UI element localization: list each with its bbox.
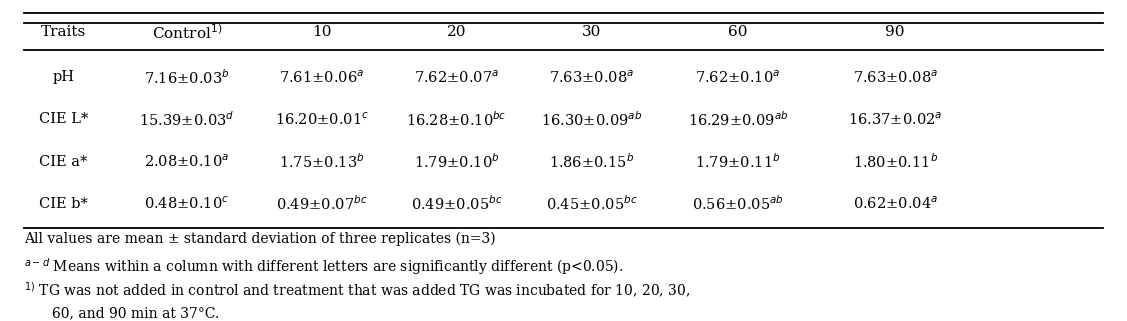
Text: 7.62±0.07$^{a}$: 7.62±0.07$^{a}$ [414,69,499,85]
Text: 16.28±0.10$^{bc}$: 16.28±0.10$^{bc}$ [407,110,507,129]
Text: 0.48±0.10$^{c}$: 0.48±0.10$^{c}$ [144,196,230,212]
Text: Control$^{1)}$: Control$^{1)}$ [152,23,222,42]
Text: 1.86±0.15$^{b}$: 1.86±0.15$^{b}$ [549,152,635,171]
Text: 1.80±0.11$^{b}$: 1.80±0.11$^{b}$ [853,152,938,171]
Text: All values are mean ± standard deviation of three replicates (n=3): All values are mean ± standard deviation… [24,231,496,246]
Text: 7.61±0.06$^{a}$: 7.61±0.06$^{a}$ [279,69,364,85]
Text: 60: 60 [728,25,747,39]
Text: 60, and 90 min at 37°C.: 60, and 90 min at 37°C. [52,306,220,320]
Text: CIE b*: CIE b* [38,197,88,211]
Text: 15.39±0.03$^{d}$: 15.39±0.03$^{d}$ [140,110,234,129]
Text: 1.75±0.13$^{b}$: 1.75±0.13$^{b}$ [279,152,364,171]
Text: 16.29±0.09$^{ab}$: 16.29±0.09$^{ab}$ [687,110,788,129]
Text: 0.62±0.04$^{a}$: 0.62±0.04$^{a}$ [852,196,938,212]
Text: 1.79±0.11$^{b}$: 1.79±0.11$^{b}$ [695,152,781,171]
Text: 7.63±0.08$^{a}$: 7.63±0.08$^{a}$ [549,69,635,85]
Text: 0.45±0.05$^{bc}$: 0.45±0.05$^{bc}$ [545,195,638,213]
Text: 10: 10 [312,25,331,39]
Text: Traits: Traits [41,25,86,39]
Text: 0.49±0.05$^{bc}$: 0.49±0.05$^{bc}$ [411,195,503,213]
Text: 0.49±0.07$^{bc}$: 0.49±0.07$^{bc}$ [276,195,367,213]
Text: 7.16±0.03$^{b}$: 7.16±0.03$^{b}$ [144,68,230,87]
Text: 0.56±0.05$^{ab}$: 0.56±0.05$^{ab}$ [692,195,783,213]
Text: $^{1)}$ TG was not added in control and treatment that was added TG was incubate: $^{1)}$ TG was not added in control and … [24,281,690,300]
Text: pH: pH [52,70,74,84]
Text: 2.08±0.10$^{a}$: 2.08±0.10$^{a}$ [144,153,230,170]
Text: 20: 20 [447,25,467,39]
Text: 90: 90 [886,25,905,39]
Text: CIE L*: CIE L* [38,112,88,126]
Text: $^{a-d}$ Means within a column with different letters are significantly differen: $^{a-d}$ Means within a column with diff… [24,256,623,277]
Text: 1.79±0.10$^{b}$: 1.79±0.10$^{b}$ [414,152,499,171]
Text: 16.37±0.02$^{a}$: 16.37±0.02$^{a}$ [848,111,942,128]
Text: 16.20±0.01$^{c}$: 16.20±0.01$^{c}$ [275,111,369,128]
Text: 7.62±0.10$^{a}$: 7.62±0.10$^{a}$ [695,69,780,85]
Text: 16.30±0.09$^{ab}$: 16.30±0.09$^{ab}$ [541,110,642,129]
Text: 7.63±0.08$^{a}$: 7.63±0.08$^{a}$ [852,69,938,85]
Text: CIE a*: CIE a* [39,155,88,169]
Text: 30: 30 [582,25,602,39]
